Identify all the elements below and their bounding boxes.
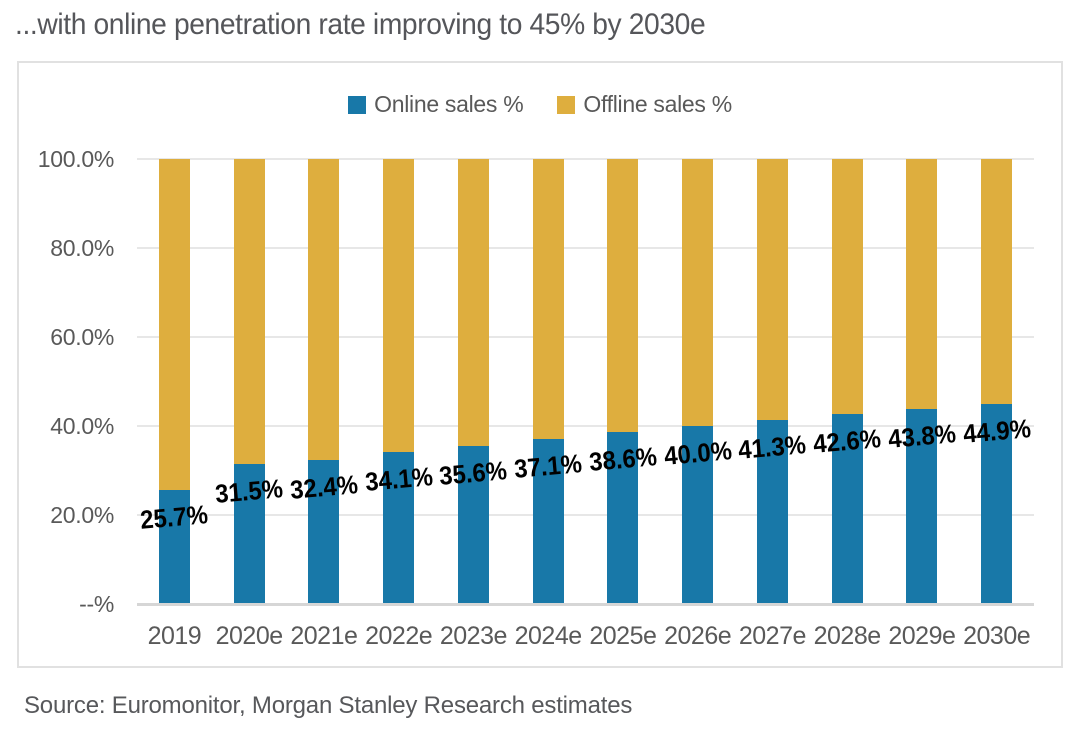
bar-column-2021e [287, 159, 362, 604]
data-label: 43.8% [886, 418, 957, 454]
online-bar-segment [308, 459, 340, 604]
offline-bar-segment [532, 159, 564, 439]
online-bar-segment [233, 463, 265, 604]
bar-column-2030e [959, 159, 1034, 604]
offline-bar-segment [383, 159, 415, 453]
online-bar-segment [906, 409, 938, 604]
x-axis-tick-label: 2023e [439, 622, 508, 650]
gridline [137, 158, 1034, 160]
y-axis-tick-label: 80.0% [50, 235, 114, 261]
stacked-bar [756, 159, 788, 604]
online-bar-segment [756, 420, 788, 604]
x-axis-tick-label: 2027e [738, 622, 807, 650]
offline-bar-segment [457, 159, 489, 446]
offline-bar-segment [981, 159, 1013, 405]
online-bar-segment [607, 432, 639, 604]
online-bar-segment [532, 438, 564, 604]
data-label: 32.4% [288, 468, 359, 505]
legend-item-offline: Offline sales % [557, 91, 732, 118]
legend-swatch-icon [348, 95, 367, 114]
y-axis-tick-label: 20.0% [50, 502, 114, 528]
y-axis-tick-label: 40.0% [50, 413, 114, 439]
x-axis-tick-label: 2024e [514, 622, 583, 650]
bar-column-2023e [436, 159, 511, 604]
bar-column-2022e [361, 159, 436, 604]
y-axis-tick-label: 100.0% [37, 146, 115, 172]
bar-column-2027e [735, 159, 810, 604]
x-axis-tick-label: 2022e [365, 622, 433, 650]
x-axis-tick-label: 2029e [888, 622, 956, 650]
stacked-bar [158, 159, 190, 604]
x-axis-tick-label: 2021e [290, 622, 358, 650]
x-axis-tick-label: 2025e [589, 622, 657, 650]
legend-label: Offline sales % [583, 91, 732, 117]
source-note: Source: Euromonitor, Morgan Stanley Rese… [24, 692, 633, 719]
x-axis-tick-label: 2026e [664, 622, 732, 650]
bar-column-2019 [137, 159, 212, 604]
stacked-bar [831, 159, 863, 604]
gridline [137, 336, 1034, 338]
x-axis-tick-label: 2030e [963, 622, 1031, 650]
legend-item-online: Online sales % [348, 91, 524, 118]
online-bar-segment [158, 489, 190, 604]
data-label: 40.0% [662, 435, 733, 471]
data-label: 37.1% [513, 447, 584, 484]
offline-bar-segment [831, 159, 863, 415]
bar-column-2029e [885, 159, 960, 604]
stacked-bar [457, 159, 489, 604]
data-label: 35.6% [438, 454, 509, 491]
data-label: 25.7% [139, 498, 210, 535]
y-axis-tick-label: 60.0% [50, 324, 114, 350]
bar-column-2028e [810, 159, 885, 604]
gridline [137, 247, 1034, 249]
stacked-bar [981, 159, 1013, 604]
bar-column-2020e [212, 159, 287, 604]
offline-bar-segment [607, 159, 639, 433]
online-bar-segment [831, 414, 863, 604]
offline-bar-segment [158, 159, 190, 490]
bar-column-2026e [660, 159, 735, 604]
x-axis-line [137, 603, 1034, 606]
bar-column-2025e [586, 159, 661, 604]
chart-panel: Online sales % Offline sales % 100.0% 80.0… [17, 61, 1063, 668]
bar-column-2024e [511, 159, 586, 604]
online-bar-segment [383, 452, 415, 604]
online-bar-segment [682, 426, 714, 604]
stacked-bar [906, 159, 938, 604]
legend-label: Online sales % [374, 91, 524, 117]
x-axis-tick-label: 2019 [147, 622, 202, 650]
stacked-bar [383, 159, 415, 604]
offline-bar-segment [682, 159, 714, 426]
chart-legend: Online sales % Offline sales % [19, 91, 1061, 118]
stacked-bar [532, 159, 564, 604]
y-axis-tick-label: --% [79, 591, 114, 617]
data-label: 41.3% [737, 429, 808, 466]
stacked-bar [233, 159, 265, 604]
gridline [137, 514, 1034, 516]
data-label: 38.6% [587, 441, 658, 478]
stacked-bar [607, 159, 639, 604]
online-bar-segment [457, 445, 489, 604]
stacked-bar [682, 159, 714, 604]
gridline [137, 425, 1034, 427]
offline-bar-segment [233, 159, 265, 464]
legend-swatch-icon [557, 95, 576, 114]
x-axis-tick-label: 2028e [813, 622, 882, 650]
x-axis-tick-label: 2020e [215, 622, 284, 650]
online-bar-segment [981, 404, 1013, 604]
offline-bar-segment [308, 159, 340, 460]
plot-area: 100.0% 80.0% 60.0% 40.0% 20.0% --% 25.7% 2019 31… [38, 146, 1034, 650]
data-label: 34.1% [363, 461, 434, 498]
page-title: ...with online penetration rate improvin… [15, 8, 706, 41]
data-label: 31.5% [214, 472, 285, 509]
data-label: 44.9% [961, 413, 1032, 450]
stacked-bar [308, 159, 340, 604]
offline-bar-segment [756, 159, 788, 421]
offline-bar-segment [906, 159, 938, 410]
data-label: 42.6% [812, 423, 883, 460]
